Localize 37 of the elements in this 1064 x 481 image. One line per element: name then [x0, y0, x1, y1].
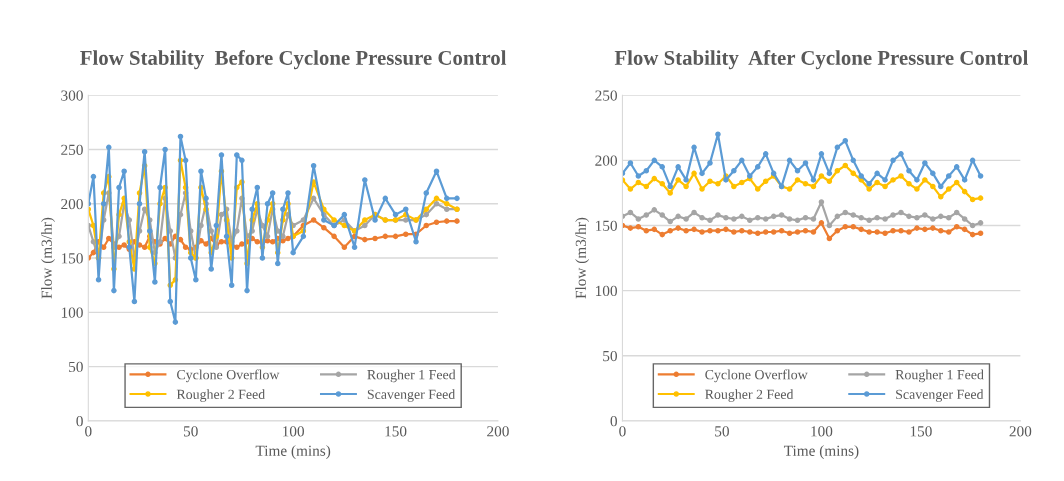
x-axis-title: Time (mins): [783, 445, 859, 459]
x-tick-label: 0: [85, 426, 92, 437]
y-tick-label: 150: [596, 220, 617, 231]
y-tick-label: 250: [595, 90, 617, 101]
x-axis-title: Time (mins): [255, 445, 331, 459]
y-tick-label: 150: [61, 253, 83, 264]
legend-label: Scavenger Feed: [367, 389, 456, 402]
x-tick-label: 50: [715, 426, 729, 437]
chart-title: Flow Stability Before Cyclone Pressure Control: [80, 50, 507, 70]
y-tick-label: 0: [76, 416, 83, 427]
x-tick-label: 50: [183, 426, 198, 437]
chart-title: Flow Stability After Cyclone Pressure Control: [614, 50, 1029, 70]
y-tick-label: 0: [610, 416, 617, 427]
x-tick-label: 200: [1009, 426, 1032, 437]
legend-label: Rougher 2 Feed: [705, 389, 794, 402]
legend-label: Rougher 1 Feed: [367, 369, 456, 383]
y-tick-label: 50: [603, 350, 617, 362]
legend-label: Rougher 2 Feed: [176, 389, 265, 402]
x-tick-label: 150: [385, 426, 407, 437]
x-tick-label: 0: [619, 426, 626, 437]
legend-label: Cyclone Overflow: [705, 369, 808, 383]
x-tick-label: 150: [910, 426, 932, 437]
y-tick-label: 100: [61, 307, 83, 318]
x-tick-label: 200: [487, 426, 509, 437]
legend-label: Scavenger Feed: [896, 389, 984, 402]
x-tick-label: 100: [811, 426, 833, 437]
y-tick-label: 50: [69, 361, 83, 373]
y-axis-title: Flow (m3/hr): [575, 217, 590, 299]
legend-label: Cyclone Overflow: [177, 369, 280, 383]
y-tick-label: 100: [596, 285, 617, 297]
x-tick-label: 100: [283, 426, 305, 437]
y-tick-label: 200: [595, 155, 617, 166]
legend-label: Rougher 1 Feed: [895, 369, 984, 383]
y-axis-title: Flow (m3/hr): [41, 217, 55, 299]
y-tick-label: 300: [61, 90, 83, 101]
y-tick-label: 250: [61, 144, 83, 155]
y-tick-label: 200: [61, 198, 83, 210]
